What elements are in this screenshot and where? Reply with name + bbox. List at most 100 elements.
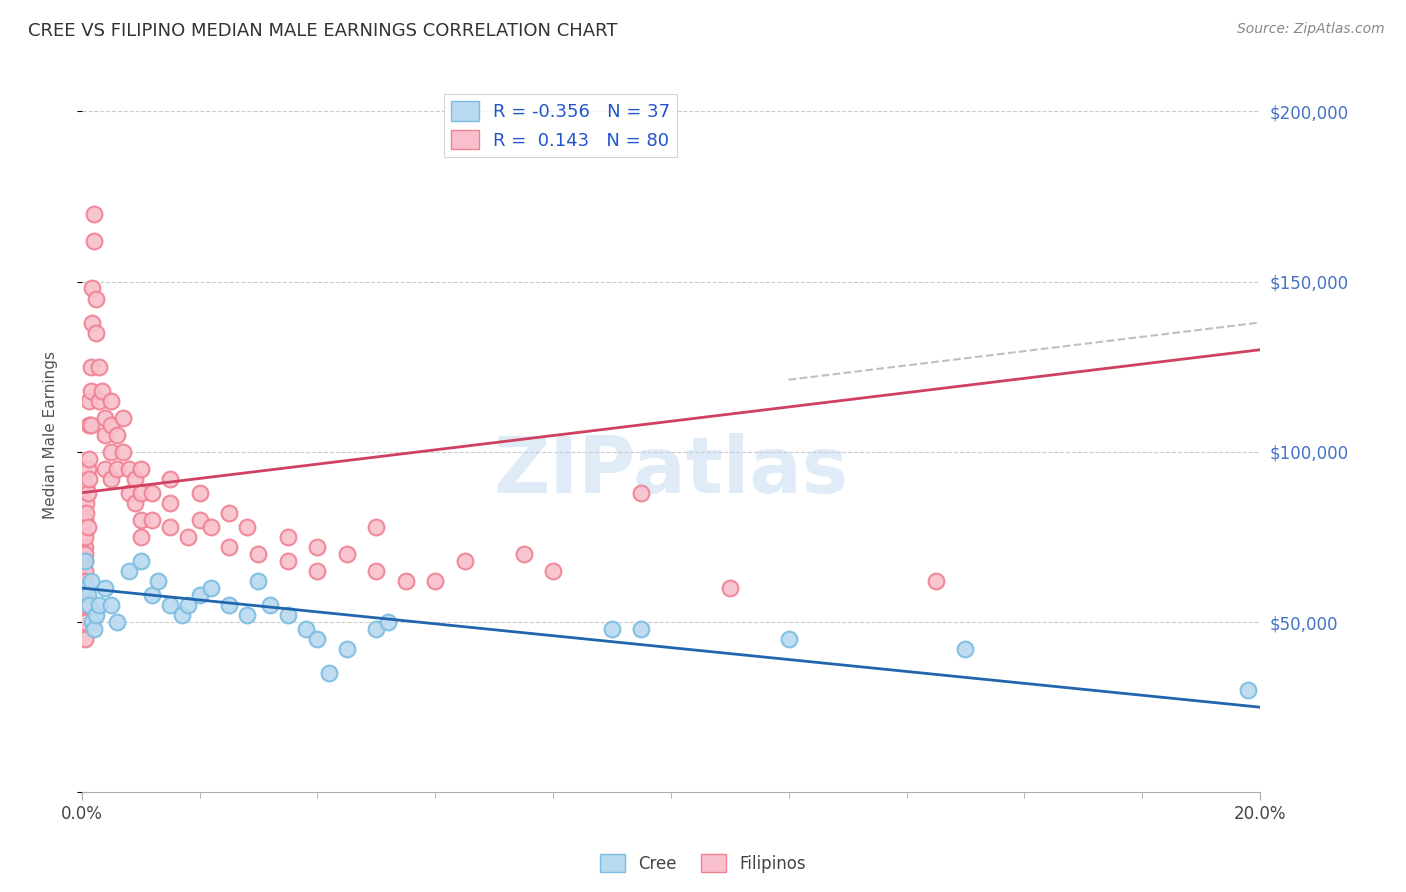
Point: [366, 520, 388, 534]
Text: CREE VS FILIPINO MEDIAN MALE EARNINGS CORRELATION CHART: CREE VS FILIPINO MEDIAN MALE EARNINGS CO…: [28, 22, 617, 40]
Point: [307, 540, 329, 554]
Y-axis label: Median Male Earnings: Median Male Earnings: [44, 351, 58, 519]
Point: [75, 581, 97, 595]
Point: [129, 513, 152, 527]
Point: [600, 622, 623, 636]
Point: [177, 530, 200, 544]
Point: [89, 598, 111, 612]
Point: [73, 547, 96, 561]
Point: [395, 574, 418, 589]
Point: [100, 417, 122, 432]
Point: [188, 588, 211, 602]
Point: [277, 554, 299, 568]
Point: [318, 666, 340, 681]
Point: [100, 598, 122, 612]
Point: [75, 506, 97, 520]
Point: [111, 410, 134, 425]
Point: [188, 513, 211, 527]
Point: [218, 598, 240, 612]
Point: [630, 485, 652, 500]
Point: [79, 574, 101, 589]
Point: [79, 384, 101, 398]
Point: [105, 428, 128, 442]
Point: [76, 462, 98, 476]
Point: [235, 608, 257, 623]
Point: [425, 574, 447, 589]
Text: Source: ZipAtlas.com: Source: ZipAtlas.com: [1237, 22, 1385, 37]
Point: [955, 642, 977, 657]
Point: [79, 417, 101, 432]
Legend: Cree, Filipinos: Cree, Filipinos: [593, 847, 813, 880]
Point: [336, 642, 359, 657]
Point: [124, 472, 146, 486]
Point: [94, 428, 117, 442]
Point: [73, 564, 96, 578]
Point: [91, 384, 114, 398]
Point: [129, 462, 152, 476]
Point: [77, 451, 100, 466]
Point: [105, 462, 128, 476]
Point: [118, 462, 141, 476]
Point: [83, 622, 105, 636]
Point: [235, 520, 257, 534]
Point: [630, 622, 652, 636]
Point: [79, 359, 101, 374]
Point: [778, 632, 800, 646]
Point: [541, 564, 564, 578]
Point: [94, 410, 117, 425]
Point: [159, 496, 181, 510]
Point: [73, 574, 96, 589]
Point: [89, 359, 111, 374]
Point: [86, 292, 108, 306]
Point: [259, 598, 281, 612]
Point: [218, 540, 240, 554]
Point: [75, 496, 97, 510]
Point: [377, 615, 399, 629]
Point: [141, 513, 163, 527]
Point: [86, 326, 108, 340]
Point: [148, 574, 170, 589]
Point: [1237, 683, 1260, 698]
Point: [105, 615, 128, 629]
Point: [94, 581, 117, 595]
Point: [366, 622, 388, 636]
Point: [200, 520, 222, 534]
Point: [124, 496, 146, 510]
Point: [77, 393, 100, 408]
Point: [141, 588, 163, 602]
Point: [188, 485, 211, 500]
Point: [925, 574, 948, 589]
Point: [76, 520, 98, 534]
Point: [94, 462, 117, 476]
Point: [159, 520, 181, 534]
Point: [77, 598, 100, 612]
Point: [129, 554, 152, 568]
Point: [129, 530, 152, 544]
Point: [73, 588, 96, 602]
Point: [86, 608, 108, 623]
Legend: R = -0.356   N = 37, R =  0.143   N = 80: R = -0.356 N = 37, R = 0.143 N = 80: [444, 94, 678, 157]
Point: [73, 513, 96, 527]
Point: [89, 393, 111, 408]
Point: [73, 540, 96, 554]
Point: [277, 608, 299, 623]
Point: [73, 554, 96, 568]
Point: [247, 574, 270, 589]
Point: [307, 564, 329, 578]
Point: [336, 547, 359, 561]
Point: [129, 485, 152, 500]
Point: [73, 615, 96, 629]
Point: [73, 554, 96, 568]
Point: [111, 445, 134, 459]
Point: [100, 445, 122, 459]
Point: [75, 479, 97, 493]
Point: [118, 485, 141, 500]
Text: ZIPatlas: ZIPatlas: [494, 433, 848, 508]
Point: [100, 393, 122, 408]
Point: [82, 316, 104, 330]
Point: [453, 554, 475, 568]
Point: [307, 632, 329, 646]
Point: [83, 234, 105, 248]
Point: [247, 547, 270, 561]
Point: [512, 547, 534, 561]
